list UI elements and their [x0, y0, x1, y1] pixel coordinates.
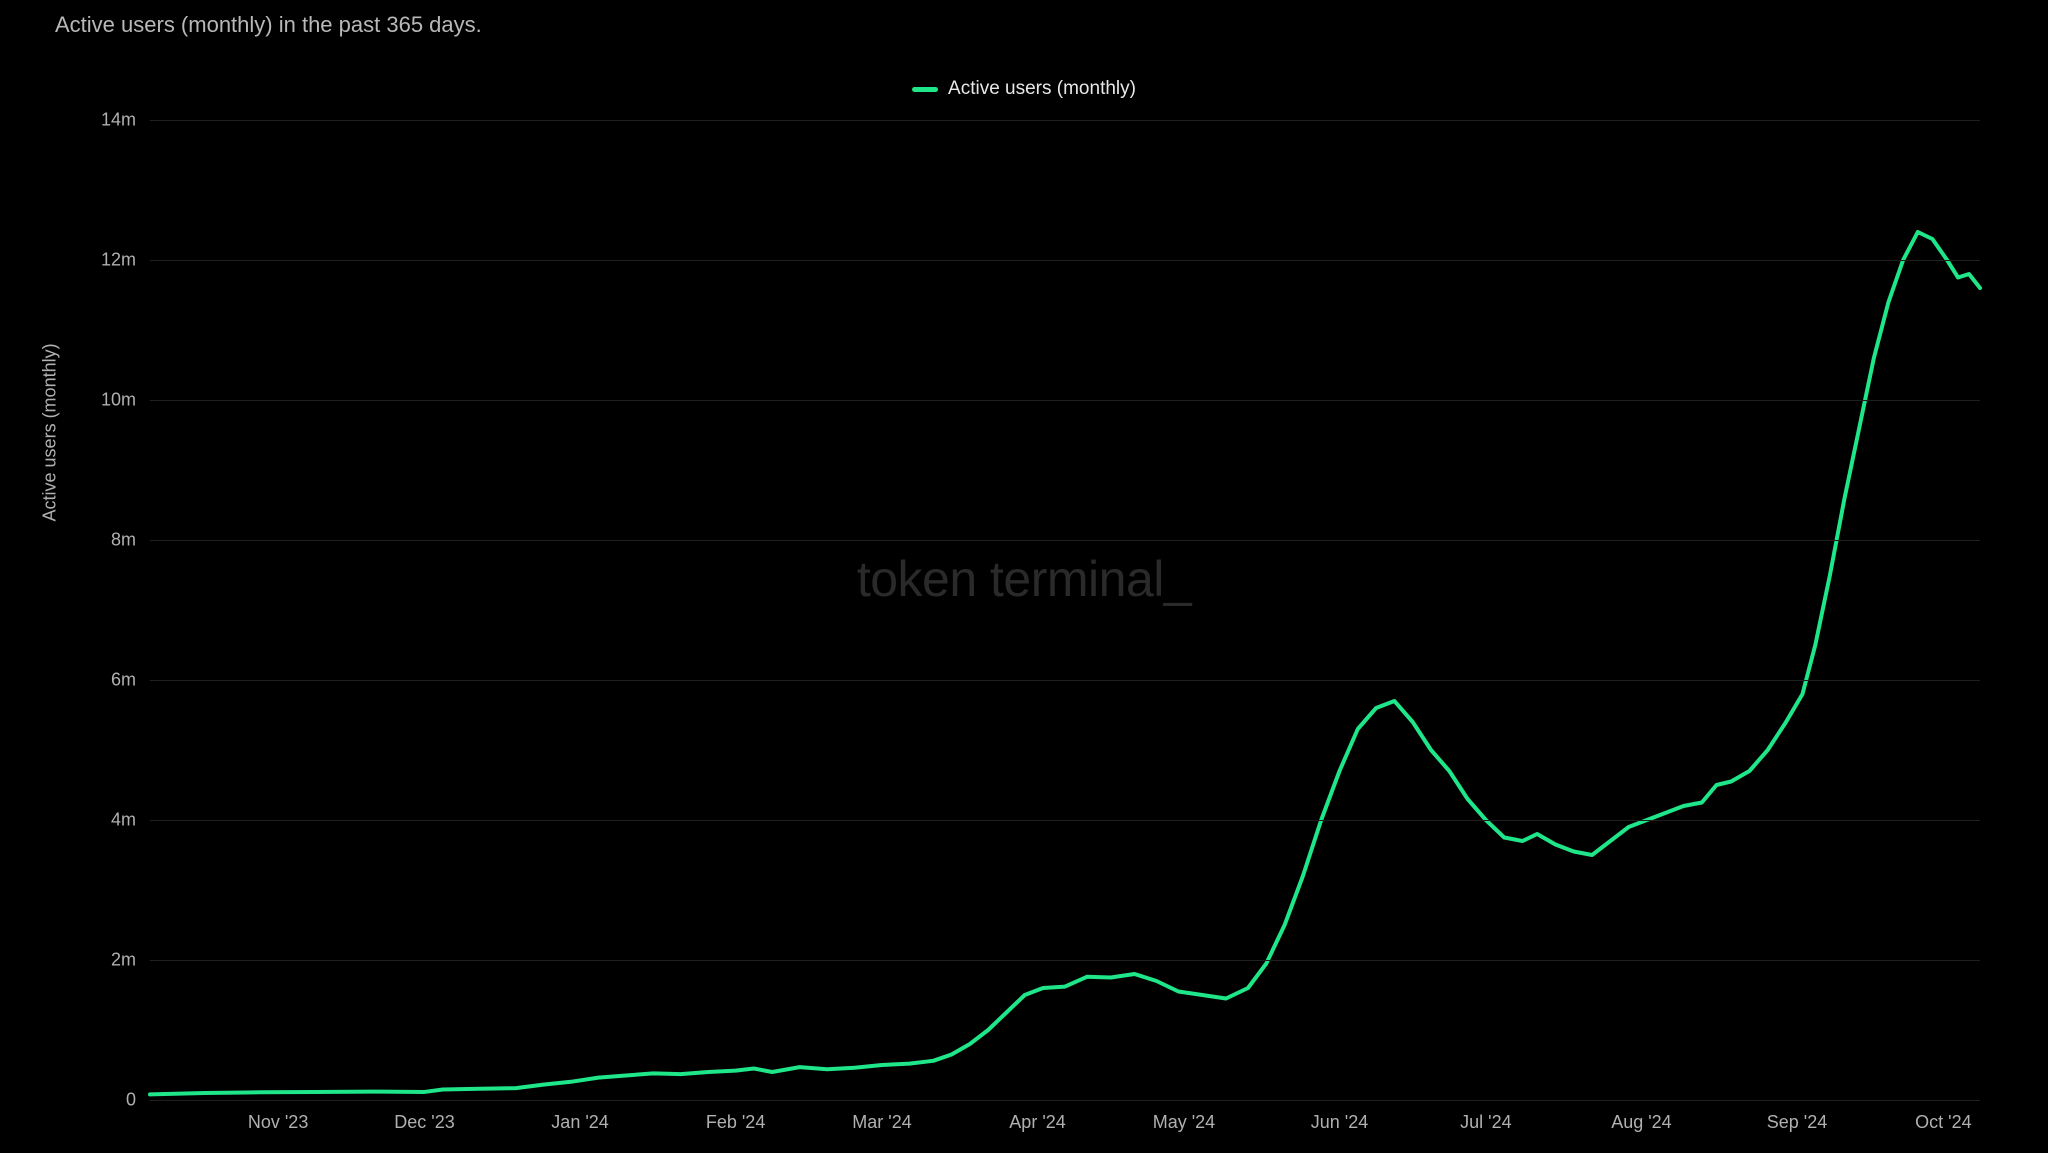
- x-tick-label: Jan '24: [551, 1112, 608, 1133]
- x-tick-label: Dec '23: [394, 1112, 454, 1133]
- y-tick-label: 4m: [111, 810, 136, 831]
- y-tick-label: 6m: [111, 670, 136, 691]
- grid-line: [150, 400, 1980, 401]
- x-tick-label: Jul '24: [1460, 1112, 1511, 1133]
- grid-line: [150, 120, 1980, 121]
- x-tick-label: Jun '24: [1311, 1112, 1368, 1133]
- y-axis-label: Active users (monthly): [40, 343, 61, 521]
- grid-line: [150, 820, 1980, 821]
- x-tick-label: Sep '24: [1767, 1112, 1828, 1133]
- grid-line: [150, 680, 1980, 681]
- legend-swatch: [912, 87, 938, 92]
- y-tick-label: 10m: [101, 390, 136, 411]
- plot-area: 02m4m6m8m10m12m14mNov '23Dec '23Jan '24F…: [150, 120, 1980, 1100]
- grid-line: [150, 1100, 1980, 1101]
- x-tick-label: May '24: [1153, 1112, 1215, 1133]
- chart-title: Active users (monthly) in the past 365 d…: [55, 12, 482, 38]
- legend-label: Active users (monthly): [948, 78, 1136, 100]
- series-line: [150, 232, 1980, 1094]
- line-chart-svg: [150, 120, 1980, 1100]
- x-tick-label: Oct '24: [1915, 1112, 1971, 1133]
- y-tick-label: 12m: [101, 250, 136, 271]
- y-tick-label: 14m: [101, 110, 136, 131]
- grid-line: [150, 960, 1980, 961]
- grid-line: [150, 260, 1980, 261]
- y-tick-label: 2m: [111, 950, 136, 971]
- x-tick-label: Nov '23: [248, 1112, 308, 1133]
- y-tick-label: 0: [126, 1090, 136, 1111]
- grid-line: [150, 540, 1980, 541]
- x-tick-label: Aug '24: [1611, 1112, 1672, 1133]
- chart-legend: Active users (monthly): [912, 78, 1136, 100]
- x-tick-label: Feb '24: [706, 1112, 765, 1133]
- y-tick-label: 8m: [111, 530, 136, 551]
- x-tick-label: Apr '24: [1009, 1112, 1065, 1133]
- x-tick-label: Mar '24: [852, 1112, 911, 1133]
